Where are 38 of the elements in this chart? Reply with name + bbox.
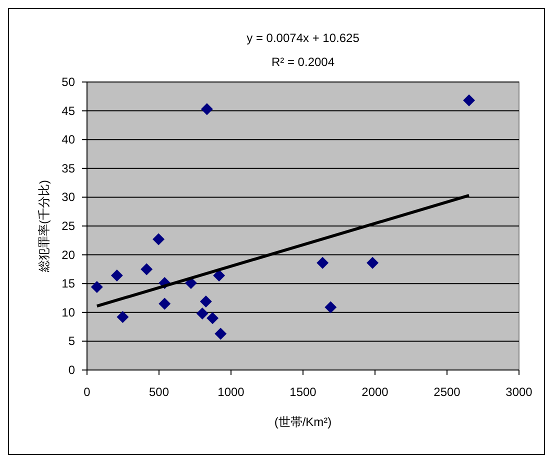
point (324, 301, 337, 314)
y-tick-label: 15 (62, 276, 76, 291)
point (316, 256, 329, 269)
point (90, 281, 103, 294)
text: R² = 0.2004 (271, 55, 335, 69)
x-tick-label: 3000 (506, 385, 533, 399)
point (213, 270, 226, 282)
point (463, 94, 476, 106)
point (152, 233, 165, 246)
point (116, 311, 129, 324)
y-tick-label: 30 (62, 190, 76, 204)
y-tick-label: 10 (62, 305, 76, 320)
text: y = 0.0074x + 10.625 (246, 31, 360, 45)
y-tick-label: 35 (62, 161, 76, 176)
point (214, 328, 227, 340)
point (110, 270, 123, 282)
point (366, 256, 379, 269)
y-tick-label: 20 (62, 248, 76, 262)
point (206, 312, 219, 324)
x-tick-label: 1500 (290, 385, 317, 399)
y-axis-title: 総犯罪率(千分比) (37, 180, 51, 273)
x-axis-title: (世帯/Km²) (274, 415, 332, 429)
point (140, 263, 153, 276)
x-tick-label: 0 (84, 385, 91, 399)
x-tick-label: 1000 (218, 385, 245, 399)
point (196, 308, 208, 320)
y-tick-label: 5 (68, 334, 76, 348)
x-tick-label: 2000 (362, 385, 389, 399)
y-tick-label: 40 (62, 132, 76, 147)
y-tick-label: 45 (62, 104, 76, 118)
point (200, 103, 213, 116)
y-tick-label: 50 (62, 75, 76, 89)
x-tick-label: 500 (148, 385, 170, 399)
point (158, 298, 171, 310)
point (200, 295, 212, 308)
x-tick-label: 2500 (434, 385, 461, 399)
y-tick-label: 0 (68, 363, 76, 377)
y-tick-label: 25 (62, 219, 76, 233)
